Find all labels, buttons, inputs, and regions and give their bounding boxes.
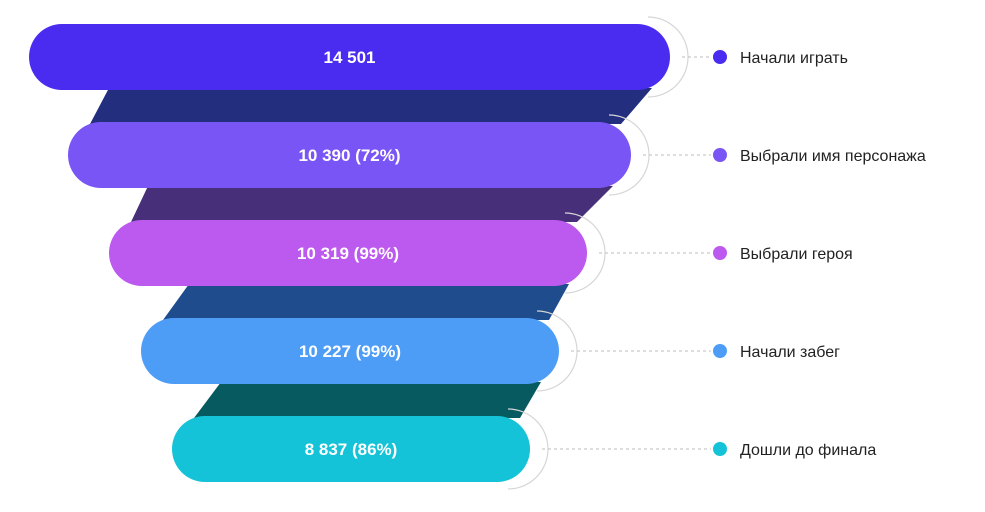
bar-value-label: 14 501 [324,48,376,67]
bar-value-label: 10 390 (72%) [298,146,400,165]
funnel-connector [194,382,541,418]
legend-label: Выбрали героя [740,246,853,263]
legend-marker [713,246,727,260]
funnel-bar [29,24,670,90]
legend-marker [713,148,727,162]
funnel-bar [68,122,631,188]
bar-value-label: 8 837 (86%) [305,440,398,459]
funnel-connectors [90,88,652,418]
legend-marker [713,50,727,64]
bar-value-label: 10 319 (99%) [297,244,399,263]
funnel-connector [131,186,613,222]
legend-marker [713,344,727,358]
legend-label: Дошли до финала [740,442,876,459]
legend-leader-lines [542,56,711,450]
bar-value-label: 10 227 (99%) [299,342,401,361]
funnel-bar [109,220,587,286]
funnel-connector [163,284,569,320]
funnel-bar [172,416,530,482]
legend-marker [713,442,727,456]
funnel-bar [141,318,559,384]
legend-label: Начали играть [740,50,848,67]
legend: Начали играть Выбрали имя персонажа Выбрал… [713,50,926,459]
legend-label: Выбрали имя персонажа [740,148,926,165]
legend-label: Начали забег [740,344,840,361]
funnel-connector [90,88,652,124]
funnel-bars: 14 501 10 390 (72%) 10 319 (99%) 10 227 (99… [29,24,670,482]
